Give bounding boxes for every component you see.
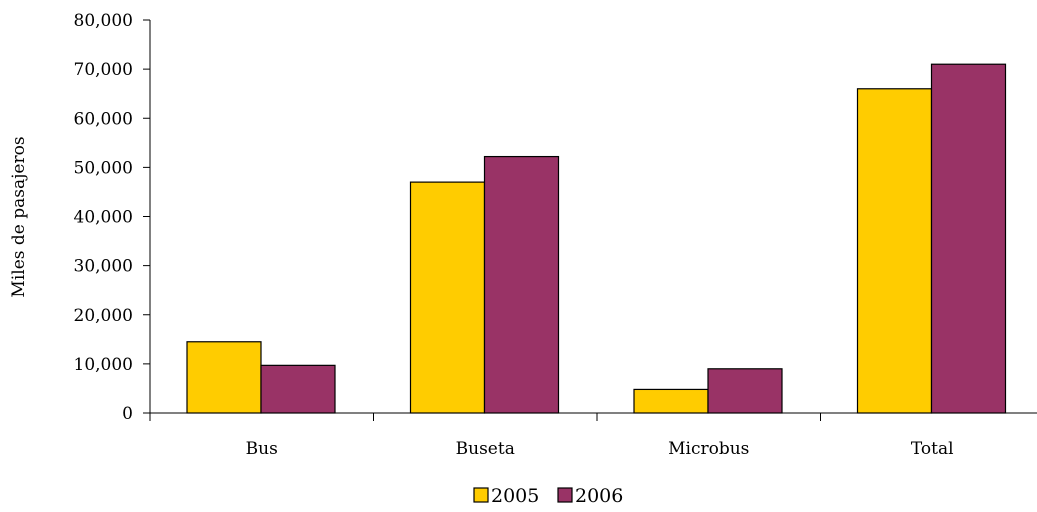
bar-2005-total (856, 88, 933, 414)
bar-2005-buseta (409, 181, 486, 414)
bar-2006-total (930, 63, 1007, 414)
y-tick-label: 70,000 (74, 60, 133, 80)
legend-item-2006: 2006 (557, 485, 623, 507)
legend-item-2005: 2005 (473, 485, 539, 507)
legend-swatch (473, 487, 489, 503)
y-tick-label: 80,000 (74, 11, 133, 31)
legend-label: 2006 (575, 485, 623, 507)
y-tick-label: 20,000 (74, 306, 133, 326)
x-category-label: Microbus (668, 439, 749, 459)
y-tick-label: 50,000 (74, 158, 133, 178)
y-axis-ticks: 0 10,000 20,000 30,000 40,000 50,000 60,000 70,… (74, 11, 150, 424)
bars (186, 63, 1007, 414)
x-axis-ticks (149, 413, 821, 421)
x-category-label: Bus (246, 439, 278, 459)
y-tick-label: 40,000 (74, 208, 133, 228)
y-tick-label: 0 (122, 404, 133, 424)
legend-label: 2005 (491, 485, 539, 507)
y-tick-label: 10,000 (74, 355, 133, 375)
x-category-label: Total (911, 439, 954, 459)
x-category-label: Buseta (456, 439, 515, 459)
bar-2006-microbus (707, 368, 783, 414)
legend-swatch (557, 487, 573, 503)
legend: 2005 2006 (473, 485, 623, 507)
bar-2005-microbus (633, 388, 709, 414)
y-axis-title: Miles de pasajeros (9, 136, 29, 297)
x-axis-category-labels: Bus Buseta Microbus Total (246, 439, 954, 459)
bar-2006-bus (260, 364, 336, 414)
y-tick-label: 60,000 (74, 109, 133, 129)
y-tick-label: 30,000 (74, 257, 133, 277)
bar-2006-buseta (483, 155, 560, 414)
bar-2005-bus (186, 341, 262, 414)
